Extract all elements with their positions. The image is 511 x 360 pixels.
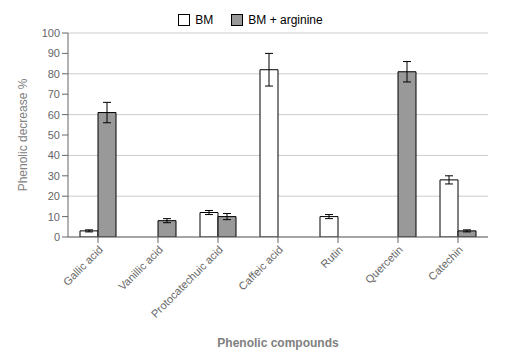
svg-text:0: 0: [54, 231, 60, 243]
svg-text:Gallic acid: Gallic acid: [61, 243, 105, 287]
html-text:BM: BM: [195, 13, 214, 27]
svg-text:50: 50: [48, 129, 60, 141]
svg-text:Caffeic acid: Caffeic acid: [236, 243, 285, 292]
svg-text:Quercetin: Quercetin: [363, 243, 405, 285]
svg-text:60: 60: [48, 109, 60, 121]
svg-text:Phenolic compounds: Phenolic compounds: [217, 336, 339, 350]
svg-text:Catechin: Catechin: [426, 243, 465, 282]
svg-text:40: 40: [48, 149, 60, 161]
svg-text:10: 10: [48, 211, 60, 223]
svg-text:Protocatechuic acid: Protocatechuic acid: [149, 243, 225, 319]
svg-text:80: 80: [48, 68, 60, 80]
svg-text:Phenolic decrease %: Phenolic decrease %: [16, 78, 30, 191]
svg-text:Rutin: Rutin: [318, 243, 345, 270]
svg-text:Vanillic acid: Vanillic acid: [116, 243, 165, 292]
html-text:BM + arginine: BM + arginine: [248, 13, 323, 27]
svg-text:30: 30: [48, 170, 60, 182]
svg-text:20: 20: [48, 190, 60, 202]
svg-text:70: 70: [48, 88, 60, 100]
svg-text:100: 100: [42, 27, 60, 39]
svg-text:90: 90: [48, 47, 60, 59]
